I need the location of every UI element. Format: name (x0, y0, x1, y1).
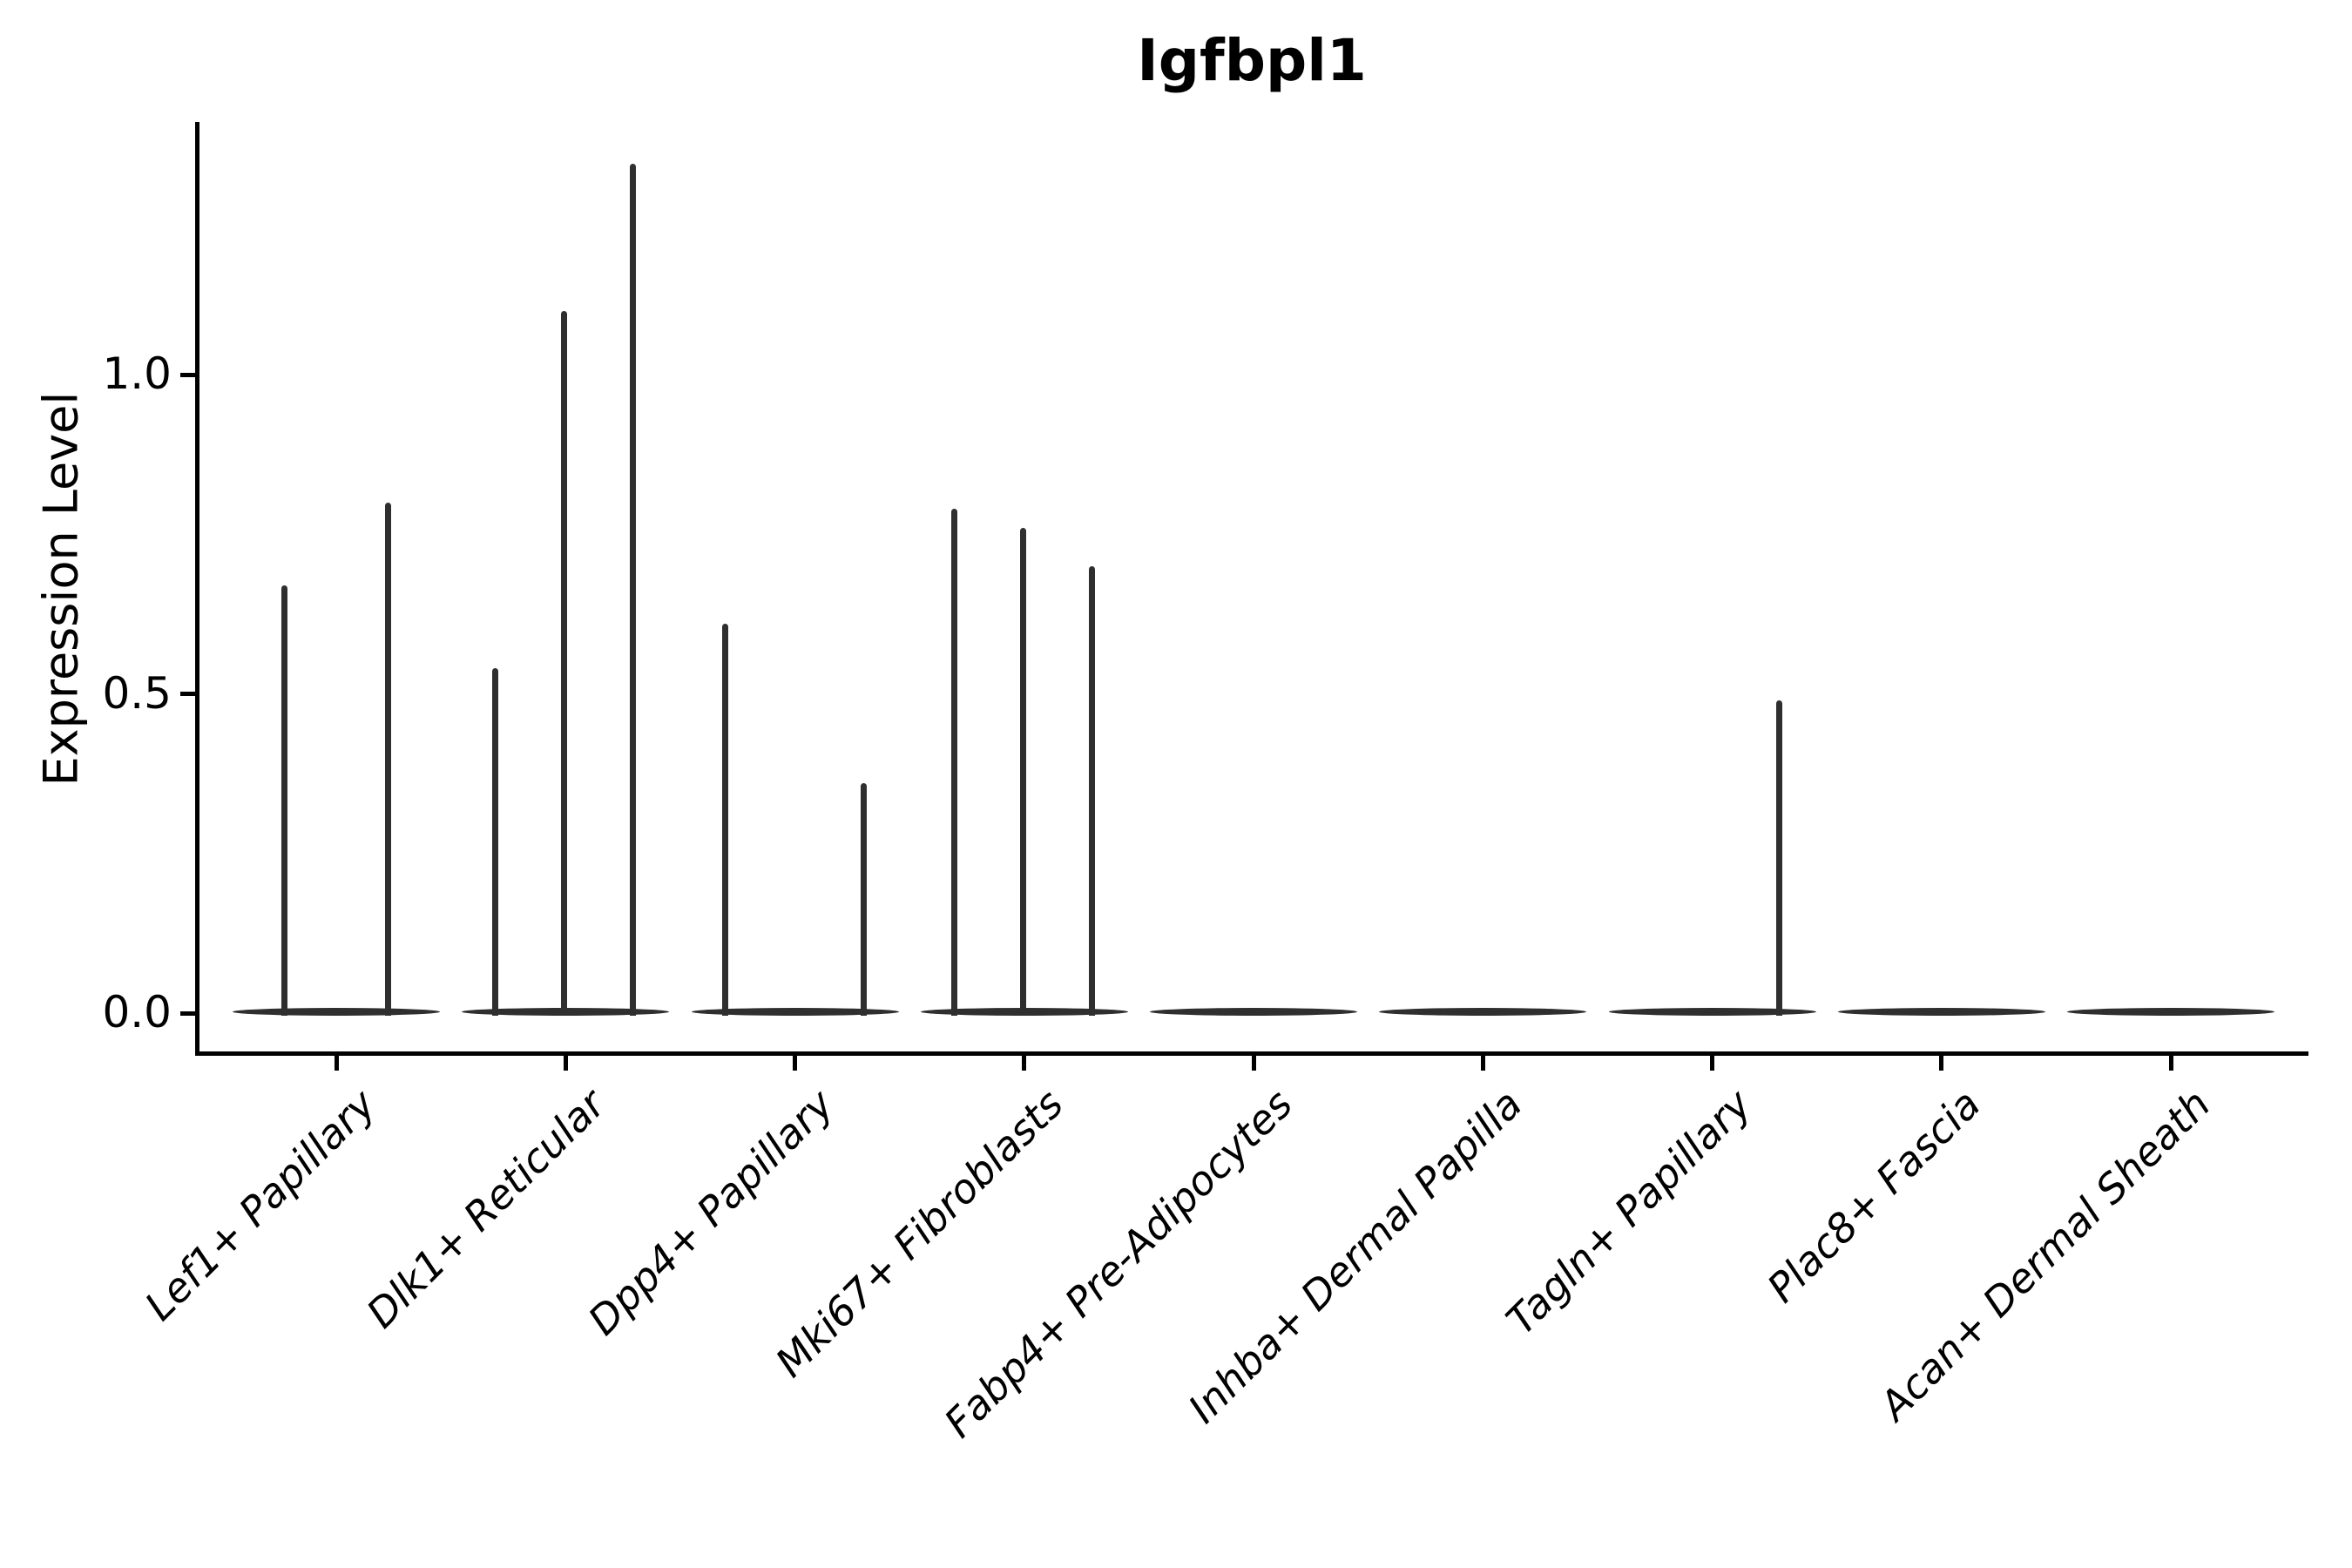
violin-spike (629, 164, 636, 1016)
violin-spike (722, 623, 728, 1016)
x-tick-label: Tagln+ Papillary (1497, 1080, 1761, 1344)
x-tick (1251, 1056, 1256, 1071)
violin-spike (951, 508, 958, 1016)
y-tick-label: 0.0 (102, 986, 172, 1037)
y-tick-label: 1.0 (102, 348, 172, 399)
violin-spike (1020, 527, 1027, 1016)
x-axis-line (195, 1051, 2308, 1056)
x-tick-label: Plac8+ Fascia (1758, 1080, 1990, 1312)
violin-baseline (1608, 1008, 1816, 1016)
violin-spike (1089, 565, 1096, 1016)
x-tick (563, 1056, 568, 1071)
y-tick (180, 692, 195, 696)
x-tick (1022, 1056, 1027, 1071)
y-tick (180, 1010, 195, 1016)
x-tick (334, 1056, 339, 1071)
violin-spike (384, 502, 391, 1016)
violin-spike (1776, 700, 1782, 1016)
x-tick (1710, 1056, 1714, 1071)
violin-spike (280, 585, 287, 1016)
x-tick (1939, 1056, 1944, 1071)
x-tick-label: Dpp4+ Papillary (579, 1080, 843, 1344)
x-tick (1480, 1056, 1485, 1071)
violin-spike (491, 668, 498, 1016)
chart-title: Igfbpl1 (1137, 27, 1367, 94)
y-axis-line (195, 122, 199, 1056)
violin-baseline (1150, 1008, 1357, 1016)
x-tick-label: Lef1+ Papillary (135, 1080, 385, 1330)
violin-baseline (1379, 1008, 1587, 1016)
violin-baseline (1837, 1008, 2045, 1016)
x-tick (2168, 1056, 2173, 1071)
violin-baseline (691, 1008, 899, 1016)
x-tick-label: Dlk1+ Reticular (356, 1080, 614, 1337)
violin-spike (560, 310, 567, 1016)
x-tick (793, 1056, 797, 1071)
y-tick (180, 372, 195, 377)
violin-spike (861, 783, 867, 1016)
y-tick-label: 0.5 (102, 667, 172, 719)
violin-baseline (233, 1008, 440, 1016)
violin-baseline (2067, 1008, 2274, 1016)
